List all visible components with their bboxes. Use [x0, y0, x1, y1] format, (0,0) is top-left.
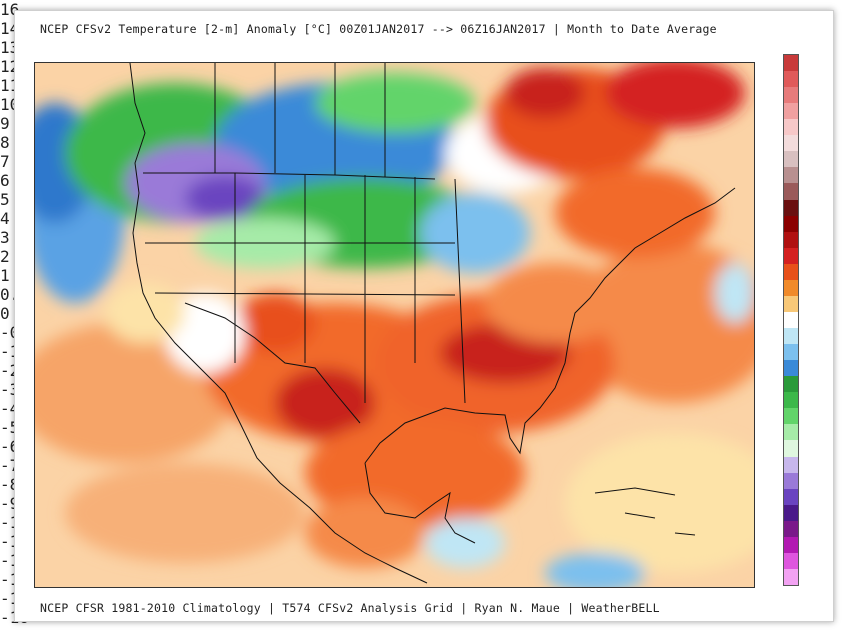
colorbar-tick-label: 4: [0, 209, 10, 228]
mid-atlantic-warm: [485, 263, 625, 343]
central-america-cool: [425, 518, 505, 568]
pacific-south-region: [65, 463, 305, 563]
colorbar-segment: [784, 360, 798, 377]
coastline-and-borders: [129, 63, 736, 584]
labrador-hot: [605, 63, 745, 128]
yucatan-coast: [364, 462, 476, 544]
maritimes-warm: [555, 168, 715, 258]
colorbar-segment: [784, 311, 798, 329]
colorbar-segment: [784, 344, 798, 361]
colorbar-tick-label: 9: [0, 114, 10, 133]
state-lines: [145, 173, 466, 404]
colorbar-tick-label: 1: [0, 266, 10, 285]
colorbar-segment: [784, 87, 798, 104]
quebec-hot: [505, 68, 585, 118]
southern-mexico-warm: [305, 498, 425, 568]
colorbar-segment: [784, 568, 798, 586]
caribbean-cool: [545, 553, 645, 587]
colorbar-tick-label: 0: [0, 304, 10, 323]
colorbar-segment: [784, 424, 798, 441]
map-title: NCEP CFSv2 Temperature [2-m] Anomaly [°C…: [40, 22, 717, 36]
colorbar-segment: [784, 71, 798, 88]
colorbar-segment: [784, 263, 798, 281]
colorbar-tick-label: 3: [0, 228, 10, 247]
hudson-green: [315, 73, 475, 133]
colorbar-segment: [784, 392, 798, 409]
colorbar-segment: [784, 55, 798, 72]
southwest-warm: [235, 293, 315, 353]
colorbar-segment: [784, 135, 798, 152]
temperature-anomaly-map: [34, 62, 755, 588]
colorbar-tick-label: 2: [0, 247, 10, 266]
colorbar-segment: [784, 279, 798, 297]
atlantic-cool-patch: [715, 263, 754, 323]
colorbar-legend: [783, 54, 799, 586]
colorbar-segment: [784, 456, 798, 474]
caribbean-islands: [594, 487, 696, 536]
atlantic-tropics: [565, 433, 754, 573]
california-mild: [105, 283, 185, 343]
colorbar-segment: [784, 247, 798, 265]
map-canvas: [35, 63, 754, 587]
gulf-atlantic-coast: [364, 187, 736, 464]
colorbar-segment: [784, 504, 798, 522]
atlantic-warm-region: [575, 243, 754, 403]
colorbar-segment: [784, 328, 798, 345]
cold-core-deep: [185, 176, 265, 220]
colorbar-segment: [784, 151, 798, 168]
map-footer: NCEP CFSR 1981-2010 Climatology | T574 C…: [40, 601, 660, 615]
colorbar-segment: [784, 488, 798, 506]
colorbar-tick-label: 6: [0, 171, 10, 190]
texas-hot: [275, 368, 375, 438]
colorbar-tick-label: 7: [0, 152, 10, 171]
colorbar-segment: [784, 199, 798, 217]
colorbar-segment: [784, 215, 798, 233]
great-lakes-blue: [420, 193, 530, 273]
colorbar-segment: [784, 536, 798, 554]
colorbar-segment: [784, 119, 798, 136]
province-lines: [214, 63, 386, 177]
colorbar-tick-label: 5: [0, 190, 10, 209]
colorbar-segment: [784, 295, 798, 313]
colorbar-segment: [784, 520, 798, 538]
colorbar-segment: [784, 440, 798, 457]
colorbar-tick-label: 8: [0, 133, 10, 152]
colorbar-segment: [784, 183, 798, 201]
colorbar-segment: [784, 472, 798, 490]
pacific-coast: [129, 63, 428, 584]
colorbar-segment: [784, 103, 798, 120]
colorbar-segment: [784, 408, 798, 425]
colorbar-segment: [784, 231, 798, 249]
colorbar-segment: [784, 167, 798, 184]
colorbar-segment: [784, 552, 798, 570]
colorbar-segment: [784, 376, 798, 393]
us-mexico-border: [184, 302, 361, 424]
